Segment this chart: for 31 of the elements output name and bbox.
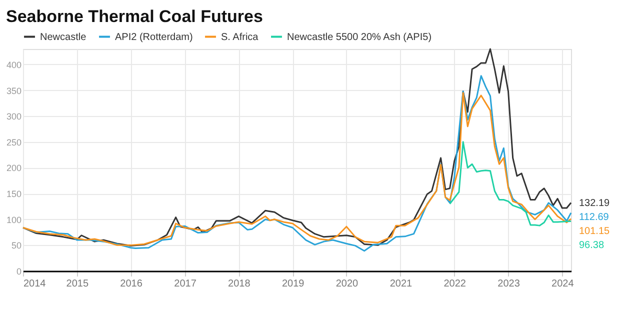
y-tick-label: 250 bbox=[6, 137, 22, 148]
y-tick-label: 0 bbox=[16, 266, 22, 276]
annotation: 112.69 bbox=[579, 212, 610, 223]
y-tick-label: 50 bbox=[11, 240, 22, 251]
x-tick-label: 2022 bbox=[444, 278, 466, 290]
y-tick-label: 300 bbox=[6, 112, 22, 122]
y-tick-label: 150 bbox=[6, 189, 22, 200]
x-tick-label: 2023 bbox=[498, 278, 520, 290]
legend-label: Newcastle 5500 20% Ash (API5) bbox=[287, 32, 432, 43]
x-tick-label: 2024 bbox=[552, 278, 574, 290]
x-tick-label: 2018 bbox=[228, 278, 251, 290]
line-series bbox=[22, 48, 572, 246]
line-series bbox=[449, 141, 572, 226]
y-tick-label: 100 bbox=[6, 214, 22, 225]
x-tick-label: 2014 bbox=[24, 278, 46, 290]
x-tick-label: 2019 bbox=[282, 278, 305, 290]
annotation: 96.38 bbox=[579, 240, 604, 251]
y-tick-label: 350 bbox=[6, 86, 22, 96]
legend-label: S. Africa bbox=[221, 32, 259, 43]
annotation: 101.15 bbox=[579, 226, 610, 237]
x-tick-label: 2021 bbox=[390, 278, 413, 290]
legend-label: API2 (Rotterdam) bbox=[115, 32, 193, 43]
x-tick-label: 2016 bbox=[120, 278, 143, 290]
x-tick-label: 2017 bbox=[174, 278, 197, 290]
legend-label: Newcastle bbox=[40, 32, 87, 43]
chart-title: Seaborne Thermal Coal Futures bbox=[6, 7, 263, 26]
x-tick-label: 2020 bbox=[336, 278, 359, 290]
y-tick-label: 200 bbox=[6, 163, 22, 174]
y-tick-label: 400 bbox=[6, 60, 22, 70]
x-tick-label: 2015 bbox=[66, 278, 89, 290]
annotation: 132.19 bbox=[579, 198, 610, 209]
